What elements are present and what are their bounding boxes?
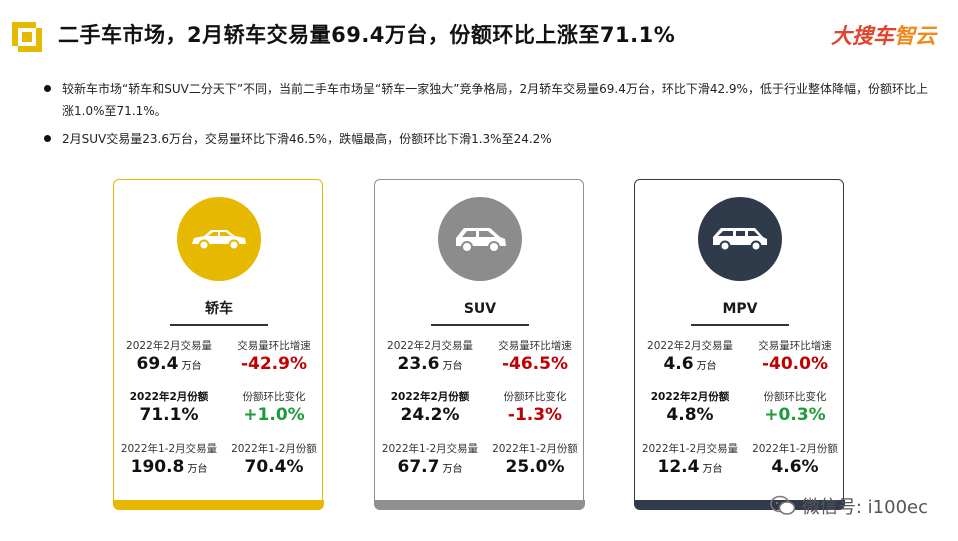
stat-value: +1.0% xyxy=(243,405,305,425)
suv-car-icon xyxy=(456,228,506,253)
stat-volume-mom: 交易量环比增速 -42.9% xyxy=(224,339,324,375)
card-label: 轿车 xyxy=(170,292,268,326)
wechat-icon xyxy=(770,495,796,515)
stat-value: 190.8 万台 xyxy=(130,457,208,477)
stat-caption: 2022年2月交易量 xyxy=(126,340,212,352)
brand-text-accent: 智云 xyxy=(894,24,936,48)
stat-caption: 份额环比变化 xyxy=(503,391,567,403)
stat-value: -40.0% xyxy=(761,354,829,374)
stat-share: 2022年2月份额 24.2% xyxy=(380,390,480,426)
watermark-text: 微信号: i100ec xyxy=(801,497,928,518)
stat-caption: 份额环比变化 xyxy=(242,391,306,403)
stat-caption: 2022年1-2月交易量 xyxy=(120,443,218,455)
card-sedan: 轿车 2022年2月交易量 69.4 万台 交易量环比增速 -42.9% 2022… xyxy=(112,179,324,510)
stat-value: -42.9% xyxy=(240,354,308,374)
brand-text-main: 大搜车 xyxy=(831,24,894,48)
stat-caption: 2022年2月交易量 xyxy=(647,340,733,352)
stat-caption: 2022年1-2月交易量 xyxy=(381,443,479,455)
stat-share: 2022年2月份额 4.8% xyxy=(640,390,740,426)
bullet-item: 2月SUV交易量23.6万台，交易量环比下滑46.5%，跌幅最高，份额环比下滑1… xyxy=(44,128,934,150)
stat-caption: 2022年1-2月交易量 xyxy=(641,443,739,455)
stat-ytd-share: 2022年1-2月份额 70.4% xyxy=(224,442,324,478)
stat-value: +0.3% xyxy=(764,405,826,425)
stat-caption: 2022年2月交易量 xyxy=(387,340,473,352)
stat-volume-mom: 交易量环比增速 -46.5% xyxy=(485,339,585,375)
card-bottom-bar xyxy=(633,499,845,510)
stat-value: 25.0% xyxy=(505,457,565,477)
stat-value: 4.6% xyxy=(771,457,819,477)
stat-volume-mom: 交易量环比增速 -40.0% xyxy=(745,339,845,375)
bullet-item: 较新车市场“轿车和SUV二分天下”不同，当前二手车市场呈“轿车一家独大”竞争格局… xyxy=(44,78,934,122)
stat-value: 23.6 万台 xyxy=(397,354,463,374)
stat-volume: 2022年2月交易量 69.4 万台 xyxy=(119,339,219,378)
card-label: MPV xyxy=(691,292,789,326)
brand-logo: 大搜车智云 xyxy=(831,21,936,51)
card-label: SUV xyxy=(431,292,529,326)
stat-unit: 万台 xyxy=(696,361,717,372)
stat-share: 2022年2月份额 71.1% xyxy=(119,390,219,426)
stat-ytd-volume: 2022年1-2月交易量 190.8 万台 xyxy=(119,442,219,481)
sedan-circle xyxy=(177,197,261,281)
stat-ytd-share: 2022年1-2月份额 4.6% xyxy=(745,442,845,478)
watermark: 微信号: i100ec xyxy=(770,493,928,519)
stat-unit: 万台 xyxy=(181,361,202,372)
stat-caption: 交易量环比增速 xyxy=(758,340,832,352)
card-bottom-bar xyxy=(373,499,585,510)
stat-caption: 交易量环比增速 xyxy=(498,340,572,352)
stat-caption: 2022年2月份额 xyxy=(650,391,730,403)
page-title: 二手车市场，2月轿车交易量69.4万台，份额环比上涨至71.1% xyxy=(58,23,676,47)
stat-caption: 交易量环比增速 xyxy=(237,340,311,352)
suv-circle xyxy=(438,197,522,281)
stat-value: 12.4 万台 xyxy=(657,457,723,477)
stat-share-change: 份额环比变化 +0.3% xyxy=(745,390,845,426)
stat-volume: 2022年2月交易量 23.6 万台 xyxy=(380,339,480,378)
logo-mark-icon xyxy=(10,20,44,54)
stat-caption: 2022年1-2月份额 xyxy=(231,443,317,455)
stat-value: 4.8% xyxy=(666,405,714,425)
stat-unit: 万台 xyxy=(187,464,208,475)
stat-value: 24.2% xyxy=(400,405,460,425)
sedan-car-icon xyxy=(192,230,246,251)
stat-caption: 2022年2月份额 xyxy=(390,391,470,403)
stat-value: -1.3% xyxy=(507,405,563,425)
stat-unit: 万台 xyxy=(442,361,463,372)
stat-ytd-share: 2022年1-2月份额 25.0% xyxy=(485,442,585,478)
stat-value: 69.4 万台 xyxy=(136,354,202,374)
stat-ytd-volume: 2022年1-2月交易量 12.4 万台 xyxy=(640,442,740,481)
stat-caption: 2022年1-2月份额 xyxy=(492,443,578,455)
stat-ytd-volume: 2022年1-2月交易量 67.7 万台 xyxy=(380,442,480,481)
stat-value: 4.6 万台 xyxy=(663,354,717,374)
stat-unit: 万台 xyxy=(702,464,723,475)
stat-volume: 2022年2月交易量 4.6 万台 xyxy=(640,339,740,378)
summary-bullets: 较新车市场“轿车和SUV二分天下”不同，当前二手车市场呈“轿车一家独大”竞争格局… xyxy=(44,78,934,156)
card-bottom-bar xyxy=(112,499,324,510)
stat-caption: 2022年2月份额 xyxy=(129,391,209,403)
stat-value: 67.7 万台 xyxy=(397,457,463,477)
mpv-car-icon xyxy=(713,228,767,252)
stat-value: 70.4% xyxy=(244,457,304,477)
stat-share-change: 份额环比变化 -1.3% xyxy=(485,390,585,426)
card-suv: SUV 2022年2月交易量 23.6 万台 交易量环比增速 -46.5% 202… xyxy=(373,179,585,510)
stat-caption: 2022年1-2月份额 xyxy=(752,443,838,455)
stat-unit: 万台 xyxy=(442,464,463,475)
stat-caption: 份额环比变化 xyxy=(763,391,827,403)
card-mpv: MPV 2022年2月交易量 4.6 万台 交易量环比增速 -40.0% 2022… xyxy=(633,179,845,510)
stat-value: 71.1% xyxy=(139,405,199,425)
stat-value: -46.5% xyxy=(501,354,569,374)
stat-share-change: 份额环比变化 +1.0% xyxy=(224,390,324,426)
mpv-circle xyxy=(698,197,782,281)
